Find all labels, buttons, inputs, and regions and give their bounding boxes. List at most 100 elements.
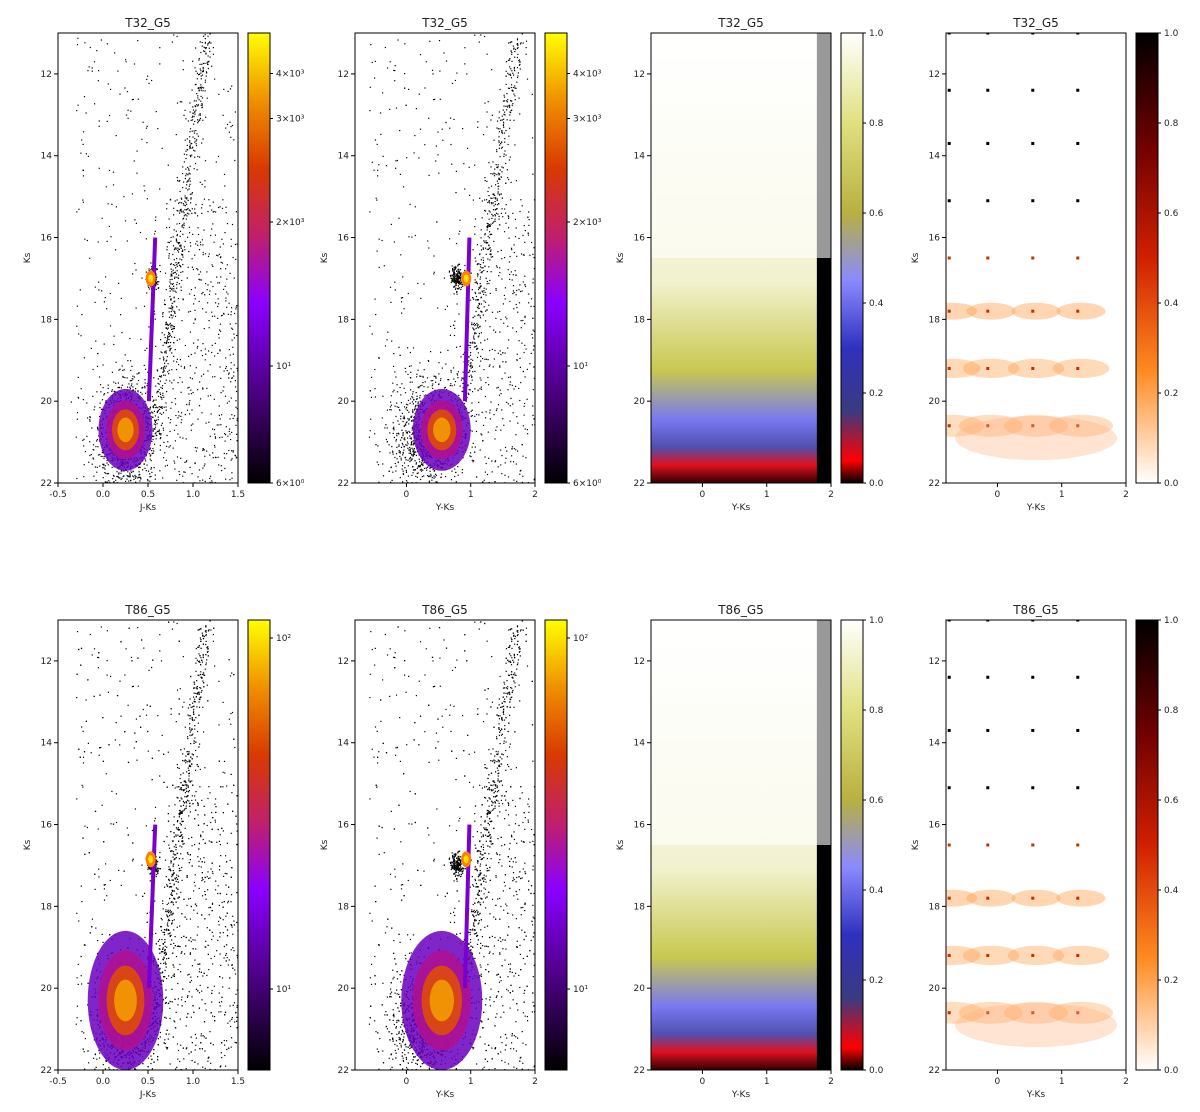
y-axis-label: Ks [911,839,921,850]
y-tick-label: 20 [634,984,646,994]
x-tick-label: 2 [1123,490,1129,500]
y-tick-label: 18 [41,902,53,912]
y-tick-label: 18 [929,902,941,912]
x-tick-label: 1.5 [231,1077,245,1087]
y-tick-label: 12 [634,70,645,80]
colorbar-tick-label: 0.6 [1164,796,1179,806]
x-tick-label: 0 [404,490,410,500]
y-tick-label: 22 [41,1066,52,1076]
colorbar-tick-label: 0.4 [869,886,884,896]
x-axis-label: Y-Ks [435,503,455,513]
colorbar-tick-label: 0.4 [1164,886,1179,896]
plot-area [368,620,535,1070]
x-tick-label: -0.5 [49,1077,67,1087]
colorbar-tick-label: 0.2 [869,389,883,399]
x-tick-label: 1 [468,490,474,500]
x-tick-label: 1 [1059,1077,1065,1087]
y-tick-label: 22 [41,479,52,489]
panel-title: T86_G5 [124,603,171,617]
y-axis-label: Ks [320,252,330,263]
colorbar-tick-label: 0.8 [869,119,884,129]
x-tick-label: 2 [532,490,538,500]
y-tick-label: 14 [338,739,350,749]
colorbar-tick-label: 1.0 [869,29,884,39]
y-tick-label: 22 [634,1066,645,1076]
x-axis-label: J-Ks [139,503,156,513]
colorbar-tick-label: 0.2 [869,976,883,986]
y-axis-label: Ks [23,252,33,263]
plot-area [368,33,535,483]
plot-area [946,33,1117,460]
colorbar-tick-label: 10¹ [573,985,588,995]
y-tick-label: 22 [338,479,349,489]
colorbar-tick-label: 2×10³ [276,218,305,228]
x-tick-label: 0 [700,1077,706,1087]
x-tick-label: 1.0 [186,1077,201,1087]
panel-6: T86_G50 1 2Y-Ks121416182022Ks1.00.80.60.40… [616,603,884,1100]
y-tick-label: 18 [634,315,646,325]
x-tick-label: 0 [995,490,1001,500]
x-tick-label: 0.0 [96,490,111,500]
y-tick-label: 16 [929,821,941,831]
x-tick-label: 1 [764,490,770,500]
colorbar-tick-label: 0.0 [869,1066,884,1076]
colorbar-tick-label: 4×10³ [573,70,602,80]
y-tick-label: 12 [929,70,940,80]
y-tick-label: 12 [41,657,52,667]
colorbar-tick-label: 0.0 [869,479,884,489]
x-tick-label: 0 [995,1077,1001,1087]
y-tick-label: 14 [338,152,350,162]
colorbar-tick-label: 1.0 [1164,616,1179,626]
colorbar-tick-label: 0.6 [869,209,884,219]
y-tick-label: 22 [929,479,940,489]
axes-frame [354,619,536,1071]
x-tick-label: -0.5 [49,490,67,500]
y-tick-label: 20 [41,397,53,407]
y-tick-label: 16 [634,821,646,831]
panel-title: T32_G5 [717,16,764,30]
x-tick-label: 0 [700,490,706,500]
x-tick-label: 2 [828,1077,834,1087]
y-tick-label: 12 [634,657,645,667]
panel-0: T32_G5 -0.5 0.0 0.5 1.0 1.5 J-Ks 12 14 16 18 20 22 Ks… [23,16,305,513]
panel-title: T86_G5 [1012,603,1059,617]
x-tick-label: 0.0 [96,1077,111,1087]
colorbar [840,619,864,1071]
colorbar [1135,32,1159,484]
x-axis-label: Y-Ks [1026,503,1046,513]
y-tick-label: 14 [41,739,53,749]
y-tick-label: 20 [41,984,53,994]
colorbar-tick-label: 1.0 [869,616,884,626]
plot-area [75,620,238,1070]
plot-area [651,33,831,483]
colorbar [840,32,864,484]
colorbar-tick-label: 2×10³ [573,218,602,228]
y-axis-label: Ks [616,252,626,263]
y-tick-label: 16 [929,234,941,244]
y-axis-label: Ks [911,252,921,263]
x-tick-label: 2 [532,1077,538,1087]
x-tick-label: 2 [828,490,834,500]
panel-title: T32_G5 [124,16,171,30]
x-tick-label: 1 [468,1077,474,1087]
y-tick-label: 18 [338,902,350,912]
x-tick-label: 0.5 [141,490,155,500]
x-tick-label: 0.5 [141,1077,155,1087]
x-axis-label: Y-Ks [731,503,751,513]
y-tick-label: 18 [929,315,941,325]
colorbar-tick-label: 0.6 [869,796,884,806]
y-tick-label: 18 [634,902,646,912]
colorbar-tick-label: 0.8 [1164,119,1179,129]
colorbar [1135,619,1159,1071]
colorbar-tick-label: 0.6 [1164,209,1179,219]
x-tick-label: 1.0 [186,490,201,500]
axes-frame [945,32,1127,484]
axes-frame [650,619,832,1071]
x-tick-label: 2 [1123,1077,1129,1087]
colorbar-tick-label: 1.0 [1164,29,1179,39]
x-axis-label: Y-Ks [1026,1090,1046,1100]
colorbar [247,32,271,484]
y-tick-label: 16 [41,234,53,244]
panel-2: T32_G50 1 2Y-Ks121416182022Ks1.00.80.60.40… [616,16,884,513]
y-tick-label: 20 [634,397,646,407]
